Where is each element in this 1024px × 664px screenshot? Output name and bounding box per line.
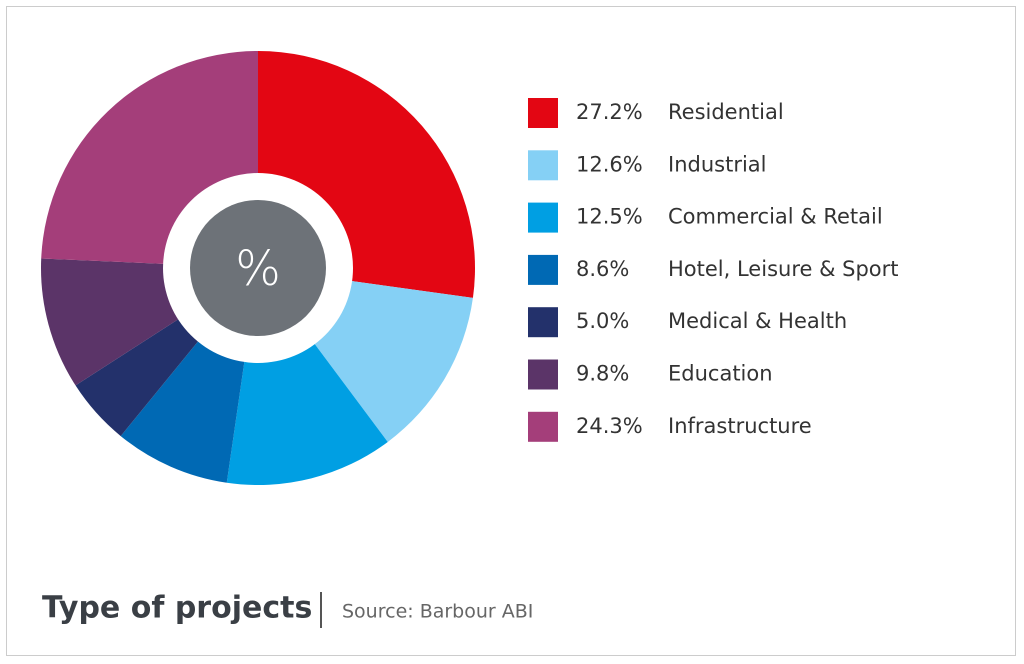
legend-value: 8.6% bbox=[576, 257, 629, 281]
legend-swatch bbox=[528, 411, 558, 442]
legend-label: Residential bbox=[668, 100, 784, 124]
legend-label: Education bbox=[668, 362, 773, 386]
legend-label: Industrial bbox=[668, 152, 767, 176]
center-label: % bbox=[235, 241, 281, 297]
center-badge bbox=[190, 200, 326, 336]
legend-label: Medical & Health bbox=[668, 309, 847, 333]
legend-swatch bbox=[528, 307, 558, 338]
legend: 27.2% Residential 12.6% Industrial 12.5% Comm… bbox=[528, 98, 899, 442]
legend-swatch bbox=[528, 98, 558, 128]
legend-label: Commercial & Retail bbox=[668, 205, 883, 229]
legend-value: 5.0% bbox=[576, 309, 629, 333]
legend-value: 12.6% bbox=[576, 152, 643, 176]
legend-value: 24.3% bbox=[576, 414, 643, 438]
legend-swatch bbox=[528, 359, 558, 390]
legend-swatch bbox=[528, 202, 558, 233]
chart-title: Type of projects bbox=[42, 591, 312, 626]
legend-value: 9.8% bbox=[576, 362, 629, 386]
legend-label: Hotel, Leisure & Sport bbox=[668, 257, 899, 281]
legend-swatch bbox=[528, 150, 558, 181]
legend-value: 27.2% bbox=[576, 100, 643, 124]
legend-label: Infrastructure bbox=[668, 414, 812, 438]
legend-swatch bbox=[528, 254, 558, 285]
legend-value: 12.5% bbox=[576, 205, 643, 229]
source: Source: Barbour ABI bbox=[342, 601, 533, 623]
